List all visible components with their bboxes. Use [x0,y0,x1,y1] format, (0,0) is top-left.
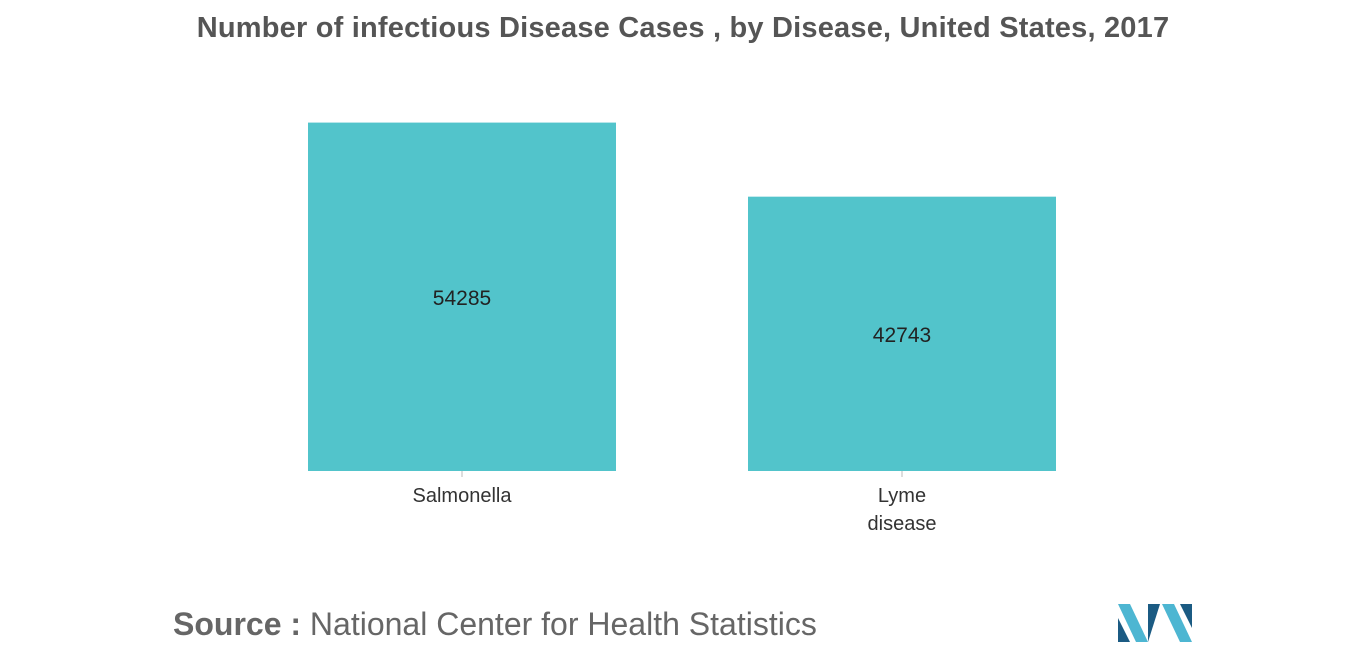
source-label: Source : [173,606,302,642]
bar-1 [748,196,1056,471]
data-label-1: 42743 [873,324,931,347]
source-note: Source : National Center for Health Stat… [173,606,817,643]
bar-0 [308,122,616,472]
data-label-0: 54285 [433,287,491,310]
x-tick-label-0-0: Salmonella [413,485,513,507]
source-text: National Center for Health Statistics [309,606,817,642]
bar-chart: 54285 Salmonella 42743 Lyme disease [308,122,1056,535]
mordor-logo-icon [1118,604,1192,642]
chart-title: Number of infectious Disease Cases , by … [196,12,1170,44]
x-tick-label-1-0: Lyme [878,485,926,507]
x-tick-label-1-1: disease [868,513,937,535]
